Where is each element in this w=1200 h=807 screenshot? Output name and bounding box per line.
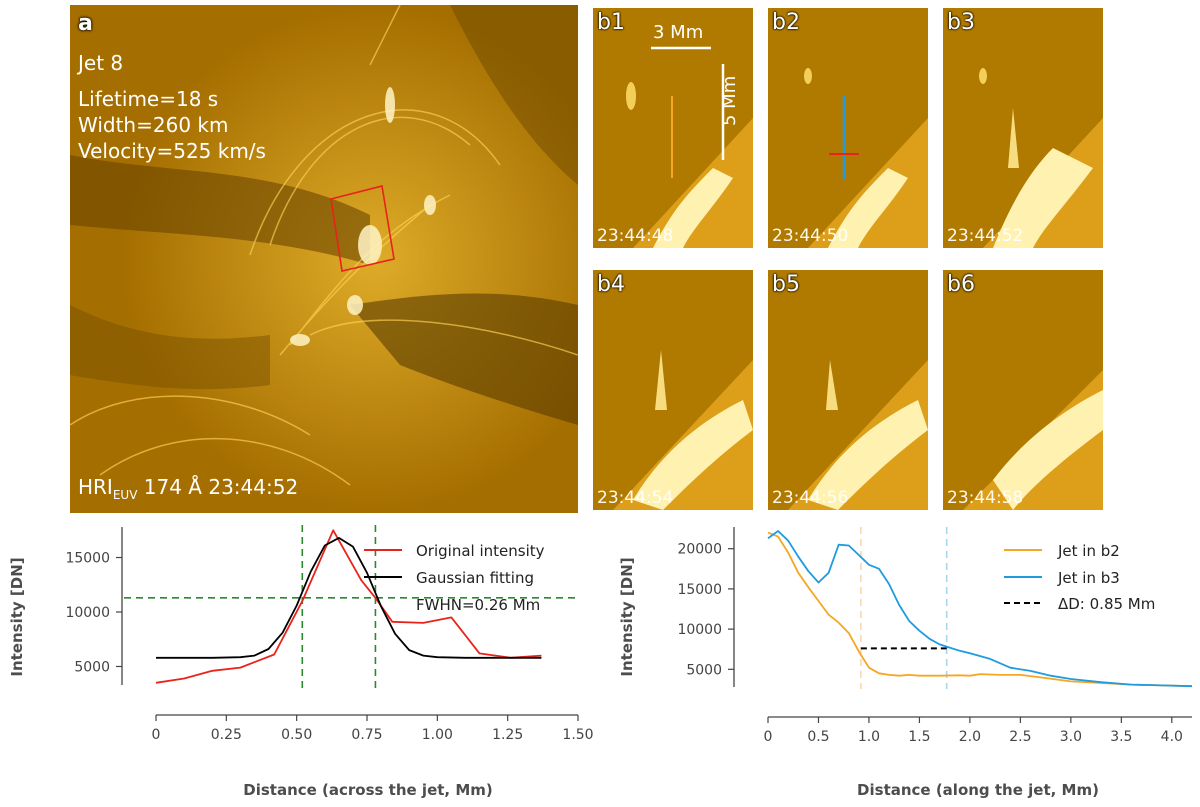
x-tick-label: 0.50 [281,727,312,743]
x-tick-label: 1.5 [908,729,930,745]
legend-label-b3: Jet in b3 [1057,569,1120,587]
x-tick-label: 4.0 [1161,729,1183,745]
legend-label-gaussian: Gaussian fitting [416,569,534,587]
series-line-jet-in-b3 [767,530,1193,688]
series-line-jet-in-b2 [767,531,1193,688]
chart1-ylabel: Intensity [DN] [8,557,26,676]
b1-timestamp: 23:44:48 [597,226,674,246]
x-tick-label: 2.0 [959,729,981,745]
y-tick-label: 20000 [677,542,722,558]
legend-label-b2: Jet in b2 [1057,542,1120,560]
b2-label: b2 [772,10,800,35]
b5-label: b5 [772,272,800,297]
x-tick-label: 2.5 [1009,729,1031,745]
b3-timestamp: 23:44:52 [947,226,1024,246]
chart2-legend: Jet in b2 Jet in b3 ΔD: 0.85 Mm [1004,542,1155,613]
b4-timestamp: 23:44:54 [597,488,674,508]
y-tick-label: 5000 [74,659,110,675]
chart-along-jet: Intensity [DN] Distance (along the jet, … [618,527,1193,799]
panel-a-label: a [78,11,93,36]
x-tick-label: 1.50 [562,727,593,743]
y-tick-label: 10000 [677,622,722,638]
scalebar-vertical-label: 5 Mm [719,75,740,126]
x-tick-label: 0.75 [351,727,382,743]
chart2-xlabel: Distance (along the jet, Mm) [857,781,1099,799]
x-tick-label: 1.25 [492,727,523,743]
panel-b4: b4 23:44:54 [593,270,753,510]
panel-b3: b3 23:44:52 [943,8,1103,248]
velocity-text: Velocity=525 km/s [78,139,266,163]
chart2-ylabel: Intensity [DN] [618,557,636,676]
chart1-legend: Original intensity Gaussian fitting FWHN… [364,542,545,614]
euv-image-b5 [768,270,928,510]
euv-image-b6 [943,270,1103,510]
x-tick-label: 1.00 [422,727,453,743]
y-tick-label: 10000 [65,605,110,621]
b5-timestamp: 23:44:56 [772,488,849,508]
b2-timestamp: 23:44:50 [772,226,849,246]
jet-title: Jet 8 [78,51,124,75]
b6-timestamp: 23:44:58 [947,488,1024,508]
euv-image-b2 [768,8,928,248]
y-tick-label: 15000 [677,582,722,598]
legend-label-delta: ΔD: 0.85 Mm [1058,595,1155,613]
legend-label-original: Original intensity [416,542,545,560]
panel-b1: b1 3 Mm 5 Mm 23:44:48 [593,8,753,248]
x-tick-label: 1.0 [858,729,880,745]
euv-image-b4 [593,270,753,510]
y-tick-label: 15000 [65,551,110,567]
scalebar-horizontal-label: 3 Mm [653,22,704,43]
region-box [330,185,395,272]
b1-label: b1 [597,10,625,35]
instrument-label: HRIEUV 174 Å 23:44:52 [78,475,299,502]
panel-a-image: a Jet 8 Lifetime=18 s Width=260 km Veloc… [70,5,578,513]
x-tick-label: 3.0 [1060,729,1082,745]
b3-label: b3 [947,10,975,35]
x-tick-label: 0.25 [211,727,242,743]
x-tick-label: 3.5 [1110,729,1132,745]
chart1-xlabel: Distance (across the jet, Mm) [243,781,493,799]
width-text: Width=260 km [78,113,229,137]
x-tick-label: 0 [764,729,773,745]
b4-label: b4 [597,272,625,297]
x-tick-label: 0 [152,727,161,743]
series-line-original-intensity [155,529,542,684]
euv-image-b3 [943,8,1103,248]
panel-b2: b2 23:44:50 [768,8,928,248]
b6-label: b6 [947,272,975,297]
y-tick-label: 5000 [686,662,722,678]
x-tick-label: 0.5 [807,729,829,745]
panel-b5: b5 23:44:56 [768,270,928,510]
lifetime-text: Lifetime=18 s [78,87,219,111]
legend-fwhm: FWHN=0.26 Mm [416,596,540,614]
series-line-gaussian-fitting [156,536,542,659]
euv-image-panel-a [70,5,578,513]
panel-b6: b6 23:44:58 [943,270,1103,510]
euv-image-b1 [593,8,753,248]
chart-across-jet: Intensity [DN] Distance (across the jet,… [8,525,594,799]
